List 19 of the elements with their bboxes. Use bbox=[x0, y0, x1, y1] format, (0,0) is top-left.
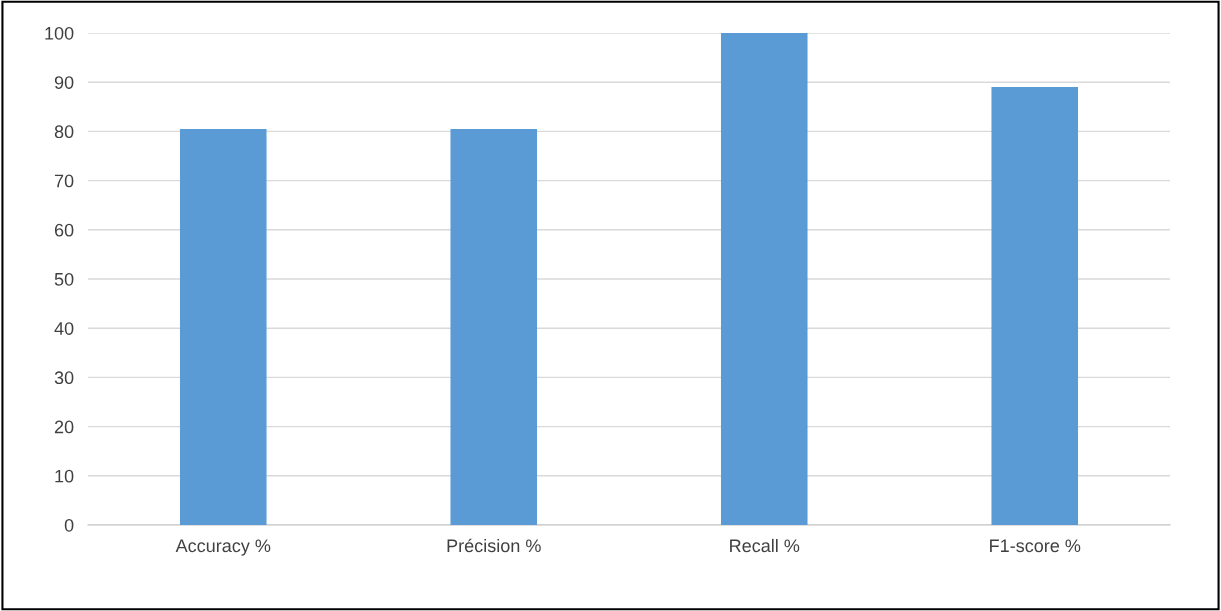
y-tick-label: 90 bbox=[54, 76, 74, 89]
bar bbox=[991, 87, 1079, 525]
y-tick-label: 50 bbox=[54, 272, 74, 286]
y-tick-label: 20 bbox=[54, 420, 74, 434]
x-tick-label: Précision % bbox=[447, 538, 541, 553]
x-tick-label: Recall % bbox=[730, 538, 800, 553]
y-tick-label: 40 bbox=[54, 322, 74, 335]
x-tick-label: F1-score % bbox=[990, 539, 1081, 553]
y-tick-label: 0 bbox=[64, 518, 74, 532]
y-tick-label: 70 bbox=[54, 174, 74, 188]
y-tick-label: 60 bbox=[54, 223, 74, 237]
bar bbox=[450, 128, 538, 525]
bar bbox=[179, 128, 267, 525]
y-tick-label: 80 bbox=[54, 125, 74, 139]
y-tick-label: 100 bbox=[45, 26, 74, 40]
bar bbox=[720, 33, 808, 525]
y-tick-label: 30 bbox=[54, 371, 74, 385]
y-tick-label: 10 bbox=[55, 469, 74, 483]
x-tick-label: Accuracy % bbox=[175, 539, 271, 556]
